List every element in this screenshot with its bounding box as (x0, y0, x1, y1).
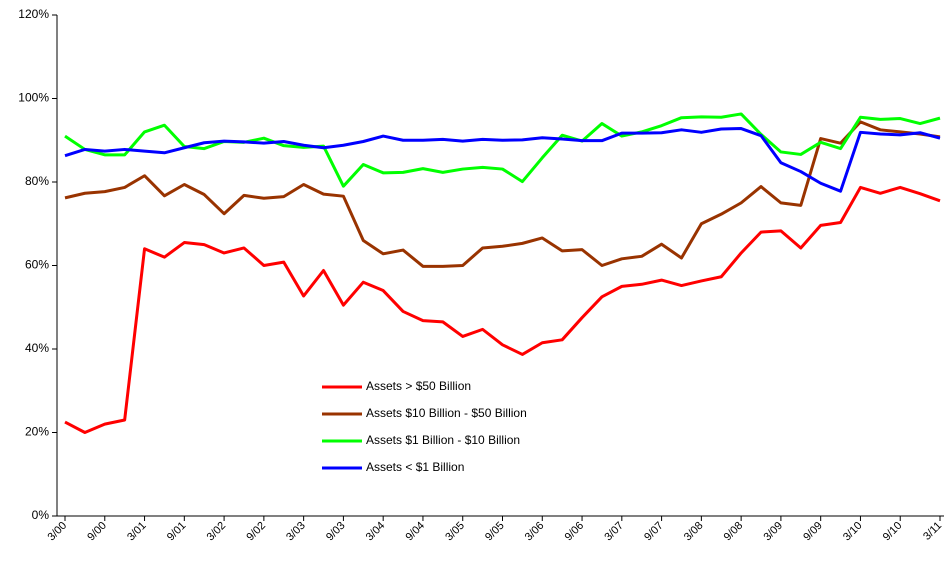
y-tick-label: 80% (25, 174, 49, 188)
x-tick-label: 3/06 (523, 520, 547, 544)
x-tick-label: 3/04 (364, 520, 388, 544)
x-tick-label: 9/06 (563, 520, 587, 544)
x-tick-label: 3/01 (125, 520, 149, 544)
y-tick-label: 20% (25, 425, 49, 439)
x-tick-label: 3/08 (682, 520, 706, 544)
y-tick-label: 60% (25, 258, 49, 272)
y-tick-label: 120% (18, 7, 49, 21)
x-tick-label: 9/07 (642, 520, 666, 544)
x-tick-label: 3/02 (205, 520, 229, 544)
x-tick-label: 3/11 (921, 520, 944, 543)
x-tick-label: 9/04 (403, 520, 427, 544)
legend-label: Assets $1 Billion - $10 Billion (366, 433, 520, 447)
x-tick-label: 3/10 (841, 520, 865, 544)
x-tick-label: 9/05 (483, 520, 507, 544)
x-tick-label: 3/05 (443, 520, 467, 544)
x-tick-label: 9/02 (244, 520, 268, 544)
x-tick-label: 3/00 (46, 520, 70, 544)
x-tick-label: 3/07 (602, 520, 626, 544)
legend-label: Assets $10 Billion - $50 Billion (366, 406, 527, 420)
x-tick-label: 3/03 (284, 520, 308, 544)
x-tick-label: 9/08 (722, 520, 746, 544)
y-tick-label: 100% (18, 91, 49, 105)
x-tick-label: 9/10 (881, 520, 905, 544)
x-tick-label: 9/00 (85, 520, 109, 544)
x-tick-label: 9/09 (801, 520, 825, 544)
legend-label: Assets > $50 Billion (366, 379, 471, 393)
series-line (64, 112, 941, 188)
x-tick-label: 9/01 (165, 520, 189, 544)
x-tick-label: 9/03 (324, 520, 348, 544)
series-line (64, 120, 941, 268)
y-tick-label: 40% (25, 341, 49, 355)
series-line (64, 185, 941, 434)
legend-label: Assets < $1 Billion (366, 460, 464, 474)
series-line (64, 127, 941, 193)
x-tick-label: 3/09 (761, 520, 785, 544)
y-tick-label: 0% (32, 508, 50, 522)
